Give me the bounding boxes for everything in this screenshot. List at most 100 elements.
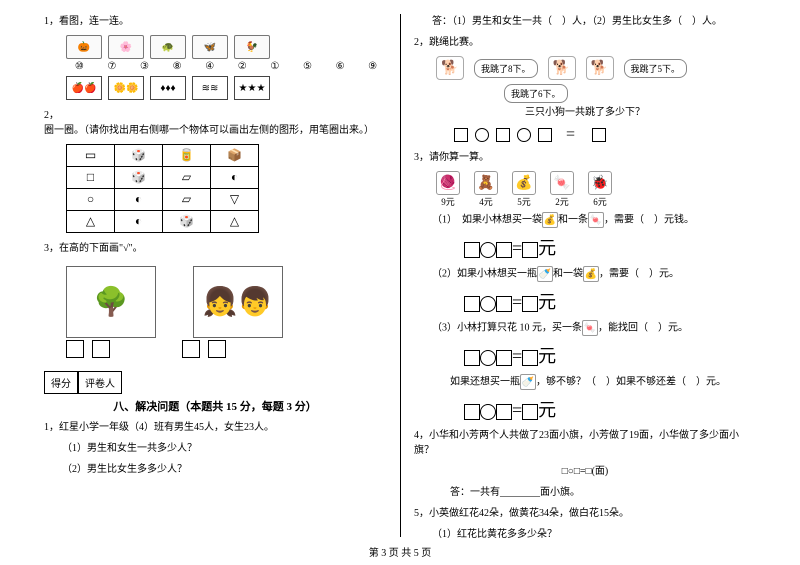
circled-num: ①: [262, 61, 289, 72]
circled-num: ⑧: [164, 61, 191, 72]
section8-title: 八、解决问题（本题共 15 分，每题 3 分）: [44, 398, 386, 414]
item-icon: 🧶: [436, 171, 460, 195]
pic: 🐢: [150, 35, 186, 59]
score-label: 得分: [44, 371, 78, 394]
r-q3-num: 3，: [414, 152, 429, 163]
right-column: 答：（1）男生和女生一共（ ）人，（2）男生比女生多（ ）人。 2，跳绳比赛。 …: [400, 14, 770, 540]
bottle-icon: 🍼: [520, 374, 536, 390]
r-q5: 5，小英做红花42朵，做黄花34朵，做白花15朵。: [414, 506, 756, 521]
q3-text: 在高的下面画"√"。: [59, 243, 143, 254]
bottle-icon: 🍼: [537, 266, 553, 282]
price-item: 🧸4元: [474, 171, 498, 208]
q2: 2， 圈一圈。（请你找出用右侧哪一个物体可以画出左侧的图形，用笔圈出来。）: [44, 108, 386, 138]
dog-row: 🐕 我跳了8下。 🐕 🐕 我跳了5下。: [436, 56, 756, 80]
eq-c: =元: [464, 342, 756, 368]
text: ，需要（ ）元。: [599, 268, 679, 279]
q3: 3，在高的下面画"√"。: [44, 241, 386, 256]
pic: 🦋: [192, 35, 228, 59]
card: ≋≋: [192, 76, 228, 100]
q3-num: 3，: [44, 243, 59, 254]
text: ，够不够？（ ）如果不够还差（ ）元。: [536, 376, 726, 387]
price-item: 🐞6元: [588, 171, 612, 208]
eq-a: =元: [464, 234, 756, 260]
text: ，能找回（ ）元。: [598, 322, 688, 333]
yuan-label: 元: [538, 238, 556, 258]
p3b: （2）如果小林想买一瓶🍼和一袋💰，需要（ ）元。: [432, 266, 756, 282]
yuan-label: 元: [538, 400, 556, 420]
circled-num: ⑤: [294, 61, 321, 72]
p3c: （3）小林打算只花 10 元，买一条🍬，能找回（ ）元。: [432, 320, 756, 336]
pic: 🎃: [66, 35, 102, 59]
bubble-row2: 我跳了6下。: [504, 84, 756, 103]
q1-cards: 🍎🍎 🌼🌼 ♦♦♦ ≋≋ ★★★: [66, 76, 386, 100]
q2-text: 圈一圈。（请你找出用右侧哪一个物体可以画出左侧的图形，用笔圈出来。）: [44, 125, 374, 136]
q4-ans: 答：一共有________面小旗。: [450, 485, 756, 500]
pic: 🐓: [234, 35, 270, 59]
card: 🍎🍎: [66, 76, 102, 100]
dog-icon: 🐕: [548, 56, 576, 80]
fish-icon: 🍬: [588, 212, 604, 228]
answer-box[interactable]: [92, 340, 110, 358]
dog-icon: 🐕: [436, 56, 464, 80]
p1-num: 1，: [44, 422, 59, 433]
circled-num: ⑥: [327, 61, 354, 72]
jump-question: 三只小狗一共跳了多少下？: [414, 105, 756, 120]
kids-image: 👧👦: [193, 266, 283, 338]
circled-num: ③: [131, 61, 158, 72]
r-q3: 3，请你算一算。: [414, 150, 756, 165]
q3-answer-boxes: [66, 340, 386, 361]
bag-icon: 💰: [583, 266, 599, 282]
price-item: 🍬2元: [550, 171, 574, 208]
q4-eq: □○□=□(面): [414, 464, 756, 479]
shape-table: ▭🎲🥫📦 □🎲▱◐ ○◐▱▽ △◐🎲△: [66, 144, 259, 233]
card: ♦♦♦: [150, 76, 186, 100]
p1-sub2: （2）男生比女生多多少人？: [62, 462, 386, 477]
grader-label: 评卷人: [78, 371, 122, 394]
speech-bubble: 我跳了5下。: [624, 59, 688, 78]
q2-num: 2，: [44, 110, 59, 121]
circled-num: ⑩: [66, 61, 93, 72]
price: 5元: [517, 195, 531, 208]
q1-num: 1，: [44, 16, 59, 27]
card: 🌼🌼: [108, 76, 144, 100]
candy-icon: 🍬: [582, 320, 598, 336]
yuan-label: 元: [538, 346, 556, 366]
circled-num: ⑨: [359, 61, 386, 72]
r-q2-text: 跳绳比赛。: [429, 37, 479, 48]
answer-box[interactable]: [182, 340, 200, 358]
text: 和一袋: [553, 268, 583, 279]
circled-num: ④: [196, 61, 223, 72]
jump-equation: =: [454, 126, 756, 144]
left-column: 1，看图，连一连。 🎃 🌸 🐢 🦋 🐓 ⑩ ⑦ ③ ⑧ ④ ② ① ⑤ ⑥ ⑨ …: [30, 14, 400, 540]
bag-icon: 💰: [542, 212, 558, 228]
column-divider: [400, 14, 401, 537]
item-icon: 🐞: [588, 171, 612, 195]
text: 如果还想买一瓶: [450, 376, 520, 387]
circled-num: ②: [229, 61, 256, 72]
p1-text: 红星小学一年级（4）班有男生45人，女生23人。: [59, 422, 274, 433]
q1-nums: ⑩ ⑦ ③ ⑧ ④ ② ① ⑤ ⑥ ⑨: [66, 61, 386, 72]
p3d: 如果还想买一瓶🍼，够不够？（ ）如果不够还差（ ）元。: [450, 374, 756, 390]
price-item: 🧶9元: [436, 171, 460, 208]
q1-text: 看图，连一连。: [59, 16, 129, 27]
tree-image: 🌳: [66, 266, 156, 338]
speech-bubble: 我跳了6下。: [504, 84, 568, 103]
circled-num: ⑦: [99, 61, 126, 72]
dog-icon: 🐕: [586, 56, 614, 80]
price: 6元: [593, 195, 607, 208]
r-q2: 2，跳绳比赛。: [414, 35, 756, 50]
r-q5-num: 5，: [414, 508, 429, 519]
text: （2）如果小林想买一瓶: [432, 268, 537, 279]
yuan-label: 元: [538, 292, 556, 312]
answer-box[interactable]: [208, 340, 226, 358]
text: （1） 如果小林想买一袋: [432, 214, 542, 225]
q1: 1，看图，连一连。: [44, 14, 386, 29]
answer-box[interactable]: [66, 340, 84, 358]
r-q2-num: 2，: [414, 37, 429, 48]
price: 9元: [441, 195, 455, 208]
r-q5-text: 小英做红花42朵，做黄花34朵，做白花15朵。: [429, 508, 629, 519]
r-q3-text: 请你算一算。: [429, 152, 489, 163]
p1-sub1: （1）男生和女生一共多少人？: [62, 441, 386, 456]
p1: 1，红星小学一年级（4）班有男生45人，女生23人。: [44, 420, 386, 435]
text: （3）小林打算只花 10 元，买一条: [432, 322, 582, 333]
